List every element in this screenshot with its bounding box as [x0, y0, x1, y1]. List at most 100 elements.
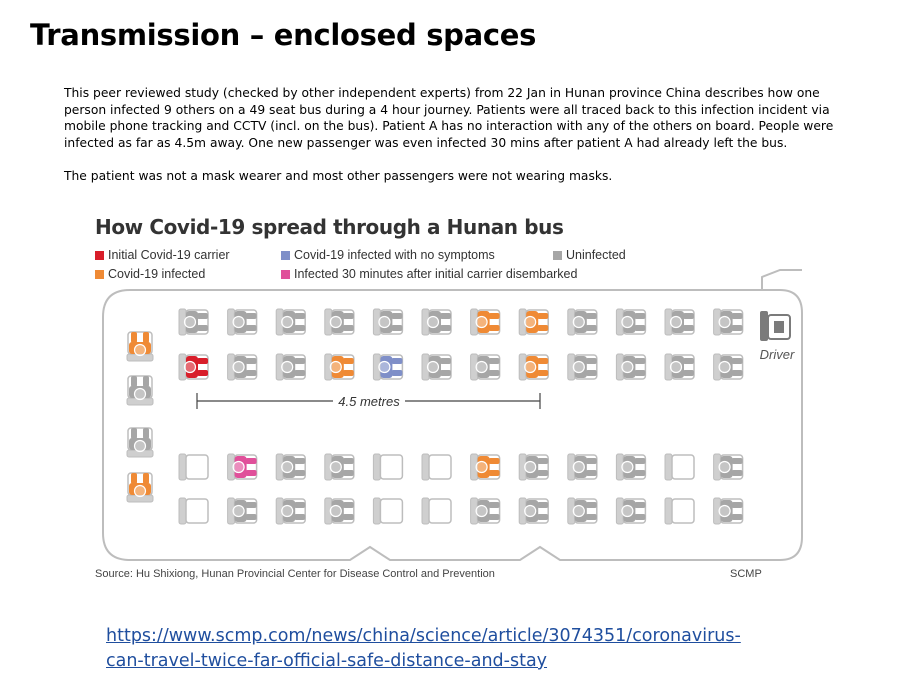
passenger-head-highlight	[719, 461, 731, 473]
passenger-head-highlight	[330, 505, 342, 517]
passenger-head	[183, 360, 197, 374]
passenger-arm	[731, 370, 743, 376]
passenger-head	[572, 460, 585, 474]
passenger-arm	[143, 376, 149, 387]
passenger-head	[475, 460, 488, 474]
seat-frame	[379, 498, 404, 524]
passenger-arm	[294, 325, 306, 331]
seat-r3-c2	[227, 453, 258, 481]
passenger-arm	[294, 370, 306, 376]
seat-r1-c5	[324, 308, 355, 336]
passenger-arm	[245, 313, 257, 319]
seat-r3-c1	[178, 453, 209, 481]
article-link[interactable]: https://www.scmp.com/news/china/science/…	[106, 626, 741, 671]
passenger-arm	[537, 502, 549, 508]
passenger-arm	[488, 370, 500, 376]
seat-back	[421, 453, 430, 481]
passenger-head-highlight	[573, 361, 585, 373]
seat-r4-c1	[178, 497, 209, 525]
passenger-arm	[585, 313, 597, 319]
bus-door-outline	[761, 269, 802, 290]
passenger-head	[183, 315, 197, 329]
passenger-head	[281, 504, 294, 518]
figure-credit: SCMP	[730, 568, 762, 580]
passenger-arm	[440, 313, 451, 319]
seat-r1-c3	[227, 308, 258, 336]
passenger-arm	[585, 470, 597, 476]
legend-label-uninfected: Uninfected	[566, 248, 626, 262]
seat-r3-c10	[615, 453, 647, 481]
passenger-head	[281, 460, 294, 474]
seat-r2-c5	[372, 353, 404, 381]
seat-r2-c2	[227, 353, 258, 381]
seat-frame	[185, 498, 209, 524]
passenger-head	[329, 360, 342, 374]
passenger-head	[524, 360, 537, 374]
passenger-head-highlight	[670, 361, 682, 373]
passenger-head	[329, 315, 342, 329]
passenger-head-highlight	[134, 440, 146, 452]
passenger-head	[669, 315, 683, 329]
passenger-head-highlight	[476, 361, 488, 373]
passenger-head-highlight	[378, 316, 390, 328]
passenger-arm	[294, 458, 306, 464]
legend-item-infected: Covid-19 infected	[95, 267, 205, 281]
passenger-arm	[634, 370, 646, 376]
passenger-arm	[488, 458, 500, 464]
figure-source: Source: Hu Shixiong, Hunan Provincial Ce…	[95, 568, 495, 580]
distance-label: 4.5 metres	[338, 394, 400, 409]
passenger-arm	[143, 332, 149, 343]
passenger-head	[718, 360, 731, 374]
seat-back	[372, 453, 381, 481]
passenger-arm	[488, 502, 500, 508]
passenger-arm	[197, 370, 208, 376]
passenger-head-highlight	[184, 316, 196, 328]
seat-r4-c6	[421, 497, 452, 525]
back-seat-2	[126, 375, 154, 406]
passenger-arm	[342, 370, 354, 376]
legend-item-asymptomatic: Covid-19 infected with no symptoms	[281, 248, 495, 262]
legend-swatch-infected	[95, 269, 104, 279]
passenger-arm	[488, 358, 500, 364]
passenger-arm	[537, 514, 549, 520]
passenger-head-highlight	[719, 505, 731, 517]
seat-r1-c9	[518, 308, 549, 336]
seat-back	[664, 497, 673, 525]
seat-r2-c10	[615, 353, 647, 381]
seat-frame	[185, 454, 209, 480]
seat-r2-c7	[470, 353, 501, 381]
passenger-head-highlight	[233, 316, 245, 328]
seat-frame	[379, 454, 404, 480]
passenger-head-highlight	[330, 461, 342, 473]
seat-r2-c4	[324, 353, 355, 381]
seat-frame	[428, 454, 452, 480]
passenger-arm	[537, 470, 549, 476]
passenger-head	[718, 460, 731, 474]
passenger-arm	[731, 325, 743, 331]
legend-item-initial: Initial Covid-19 carrier	[95, 248, 230, 262]
passenger-arm	[245, 514, 257, 520]
seat-r3-c7	[470, 453, 501, 481]
seat-r4-c4	[324, 497, 355, 525]
seat-frame	[671, 454, 695, 480]
passenger-head-highlight	[621, 461, 633, 473]
passenger-arm	[245, 358, 257, 364]
passenger-arm	[440, 325, 451, 331]
seat-r4-c5	[372, 497, 404, 525]
passenger-arm	[683, 325, 694, 331]
legend-swatch-initial	[95, 250, 104, 260]
seat-r1-c8	[470, 308, 501, 336]
passenger-head-highlight	[233, 505, 245, 517]
passenger-head	[669, 360, 683, 374]
distance-marker: 4.5 metres	[196, 392, 541, 410]
passenger-head	[572, 315, 585, 329]
passenger-head-highlight	[524, 361, 536, 373]
passenger-head	[281, 360, 294, 374]
passenger-head	[232, 504, 245, 518]
passenger-arm	[731, 313, 743, 319]
passenger-head	[133, 484, 147, 498]
passenger-arm	[342, 358, 354, 364]
passenger-head	[524, 504, 537, 518]
passenger-head	[572, 360, 585, 374]
passenger-head-highlight	[281, 505, 293, 517]
